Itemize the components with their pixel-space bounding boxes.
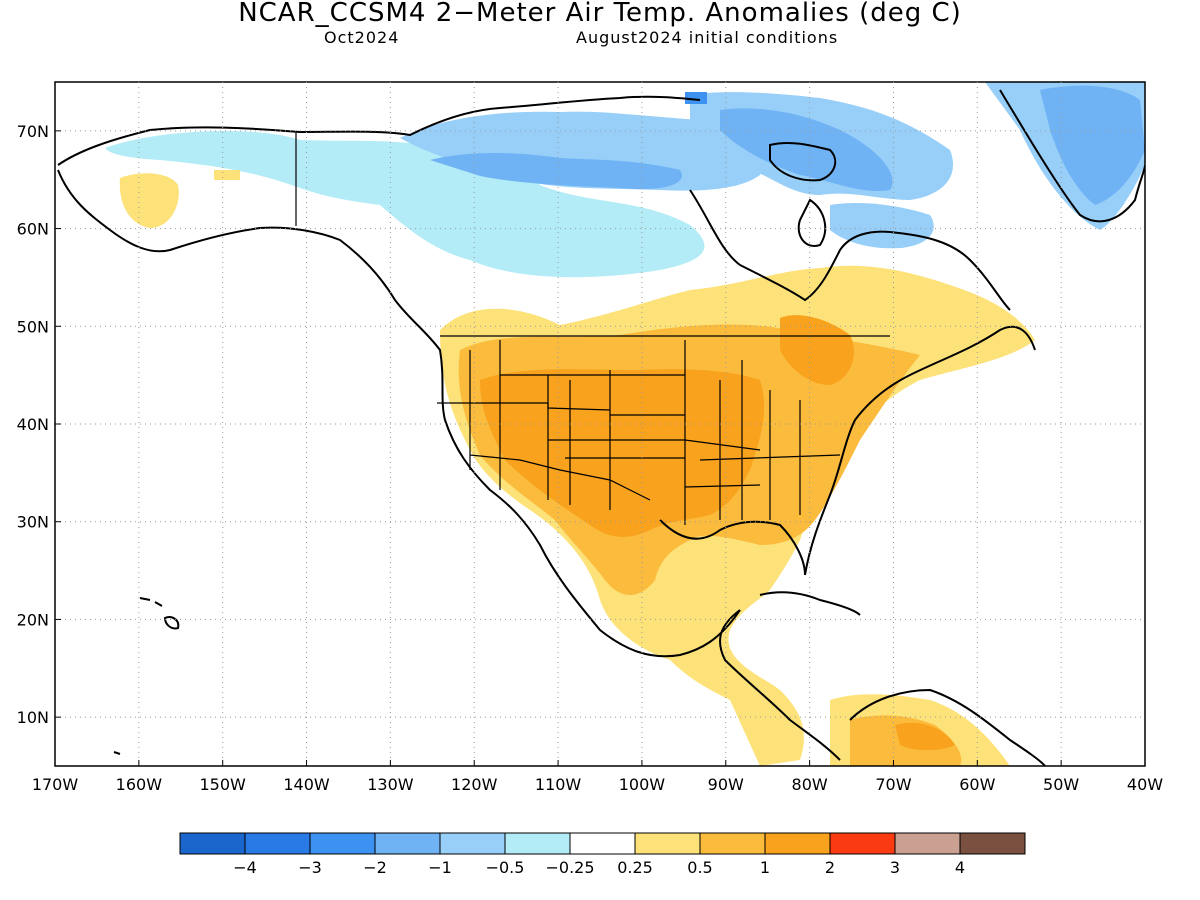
longitude-label: 120W	[451, 775, 498, 794]
longitude-label: 90W	[708, 775, 744, 794]
longitude-label: 40W	[1127, 775, 1163, 794]
legend-swatch	[309, 832, 376, 855]
legend-swatch	[959, 832, 1026, 855]
legend-swatch	[179, 832, 246, 855]
latitude-label: 50N	[17, 317, 49, 336]
legend-label: 2	[825, 858, 835, 877]
longitude-label: 150W	[200, 775, 247, 794]
longitude-label: 130W	[367, 775, 414, 794]
legend-swatch	[829, 832, 896, 855]
legend-swatch	[244, 832, 311, 855]
longitude-label: 50W	[1043, 775, 1079, 794]
latitude-label: 40N	[17, 415, 49, 434]
legend-label: 1	[760, 858, 770, 877]
longitude-label: 140W	[283, 775, 330, 794]
initial-conditions-label: August2024 initial conditions	[576, 28, 839, 47]
legend-swatch	[504, 832, 571, 855]
legend-label: −3	[298, 858, 322, 877]
legend-label: −2	[363, 858, 387, 877]
longitude-label: 60W	[959, 775, 995, 794]
negative-anomaly-shading	[105, 82, 1145, 278]
political-borders	[295, 132, 890, 525]
graticule	[55, 82, 1145, 766]
legend-swatch	[439, 832, 506, 855]
legend-label: −4	[233, 858, 257, 877]
legend-label: −0.5	[486, 858, 525, 877]
legend-swatch	[894, 832, 961, 855]
legend-swatch	[374, 832, 441, 855]
longitude-label: 100W	[619, 775, 666, 794]
latitude-label: 30N	[17, 513, 49, 532]
legend-label: 3	[890, 858, 900, 877]
legend-swatch	[764, 832, 831, 855]
latitude-label: 20N	[17, 610, 49, 629]
color-legend: −4 −3 −2 −1 −0.5 −0.25 0.25 0.5 1 2 3 4	[179, 832, 1026, 877]
legend-label: 4	[955, 858, 965, 877]
map-plot-area	[57, 82, 1145, 766]
legend-label: 0.25	[617, 858, 653, 877]
axis-labels: 170W 160W 150W 140W 130W 120W 110W 100W 90W 80W 70…	[17, 122, 1164, 794]
legend-label: −0.25	[545, 858, 594, 877]
latitude-label: 70N	[17, 122, 49, 141]
longitude-label: 110W	[535, 775, 582, 794]
latitude-label: 60N	[17, 220, 49, 239]
longitude-label: 70W	[875, 775, 911, 794]
longitude-label: 160W	[116, 775, 163, 794]
legend-swatch	[634, 832, 701, 855]
legend-swatch	[569, 832, 636, 855]
legend-swatch	[699, 832, 766, 855]
valid-month-label: Oct2024	[324, 28, 400, 47]
longitude-label: 170W	[32, 775, 79, 794]
positive-anomaly-shading	[119, 170, 1035, 766]
coastlines	[57, 89, 1145, 766]
map-title: NCAR_CCSM4 2−Meter Air Temp. Anomalies (…	[238, 0, 962, 28]
longitude-label: 80W	[792, 775, 828, 794]
legend-label: 0.5	[687, 858, 712, 877]
latitude-label: 10N	[17, 708, 49, 727]
legend-label: −1	[428, 858, 452, 877]
